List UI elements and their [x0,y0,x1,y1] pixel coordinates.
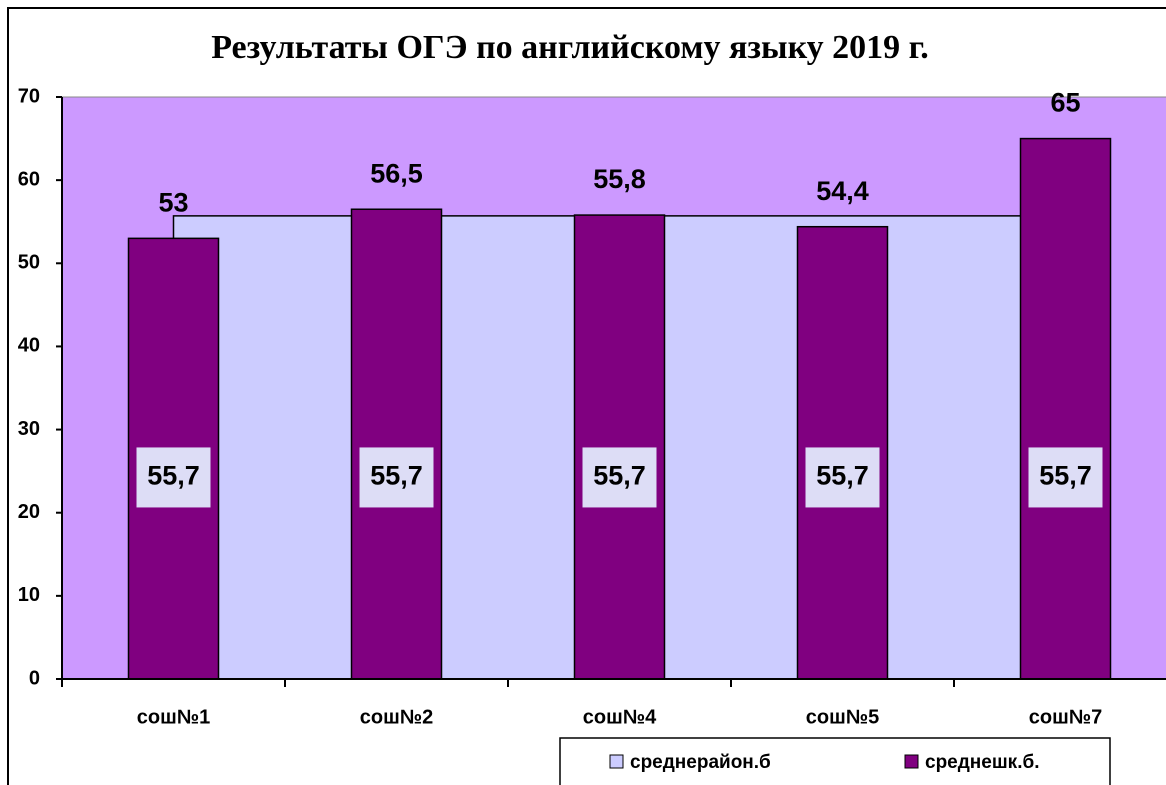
y-tick-label: 40 [18,335,40,357]
data-label-box [1028,447,1103,508]
data-label: 55,7 [147,461,200,491]
x-tick-label: сош№1 [137,706,210,728]
y-tick-label: 70 [18,85,40,107]
data-label: 55,7 [593,461,646,491]
y-tick-label: 50 [18,252,40,274]
x-tick-label: сош№2 [360,706,433,728]
data-label: 55,7 [1039,461,1092,491]
y-tick-label: 10 [18,584,40,606]
chart-frame [7,7,1166,785]
y-tick-label: 60 [18,168,40,190]
legend-box [559,737,1111,785]
data-label: 56,5 [370,158,423,188]
data-label: 55,8 [593,164,646,194]
data-label: 53 [158,187,188,217]
bar [1019,137,1112,680]
data-label: 65 [1050,88,1080,118]
bar [350,208,443,680]
legend-swatch [904,754,919,769]
y-tick-label: 0 [29,667,40,689]
x-tick-label: сош№5 [806,706,879,728]
data-label-box [582,447,657,508]
legend-swatch [609,754,624,769]
data-label: 54,4 [816,176,869,206]
chart-title: Результаты ОГЭ по английскому языку 2019… [211,29,929,66]
bar [573,214,666,680]
data-label: 55,7 [816,461,869,491]
legend-label: среднешк.б. [925,752,1039,773]
legend-label: среднерайон.б [630,752,771,773]
data-label-box [136,447,211,508]
data-label-box [805,447,880,508]
y-tick-label: 20 [18,501,40,523]
x-tick-label: сош№4 [583,706,657,728]
data-label-box [359,447,434,508]
y-tick-label: 30 [18,418,40,440]
x-tick-label: сош№7 [1029,706,1102,728]
data-label: 55,7 [370,461,423,491]
